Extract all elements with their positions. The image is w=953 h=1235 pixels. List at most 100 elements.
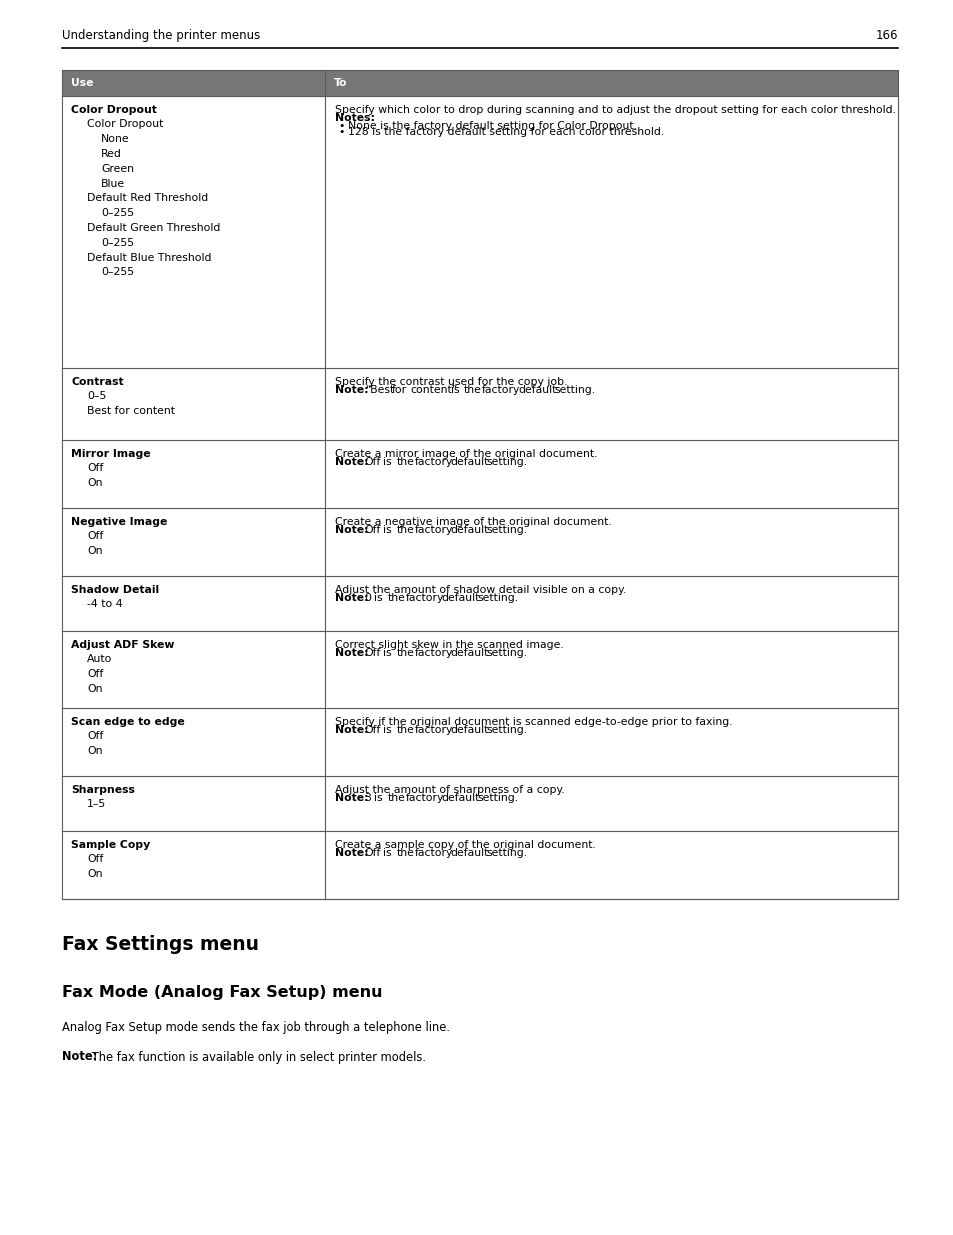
- Text: the: the: [395, 847, 414, 857]
- Text: 3: 3: [364, 793, 371, 803]
- Text: None: None: [101, 135, 130, 144]
- Text: setting.: setting.: [486, 647, 527, 658]
- Text: is: is: [382, 847, 391, 857]
- Text: Adjust ADF Skew: Adjust ADF Skew: [71, 640, 174, 650]
- Text: Notes:: Notes:: [335, 112, 375, 122]
- Text: Off: Off: [364, 847, 380, 857]
- Text: Understanding the printer menus: Understanding the printer menus: [62, 28, 260, 42]
- Text: Note:: Note:: [62, 1051, 97, 1063]
- Text: Default Blue Threshold: Default Blue Threshold: [87, 252, 212, 263]
- Text: setting.: setting.: [486, 847, 527, 857]
- Text: •: •: [338, 121, 344, 131]
- Text: To: To: [334, 78, 348, 88]
- Text: is: is: [382, 525, 391, 535]
- Text: Create a mirror image of the original document.: Create a mirror image of the original do…: [335, 448, 598, 458]
- Text: Note:: Note:: [335, 457, 369, 467]
- Text: Color Dropout: Color Dropout: [87, 120, 163, 130]
- Text: Scan edge to edge: Scan edge to edge: [71, 716, 185, 726]
- Text: the: the: [464, 384, 481, 395]
- Text: default: default: [517, 384, 557, 395]
- Text: Create a sample copy of the original document.: Create a sample copy of the original doc…: [335, 840, 596, 850]
- Text: -4 to 4: -4 to 4: [87, 599, 123, 609]
- Text: factory: factory: [414, 525, 453, 535]
- Text: Shadow Detail: Shadow Detail: [71, 584, 159, 594]
- Text: is: is: [382, 725, 391, 735]
- Text: is: is: [374, 793, 382, 803]
- Text: Note:: Note:: [335, 847, 369, 857]
- Text: Green: Green: [101, 164, 133, 174]
- Text: Note:: Note:: [335, 647, 369, 658]
- Text: Fax Settings menu: Fax Settings menu: [62, 935, 258, 953]
- Text: Off: Off: [364, 647, 380, 658]
- Text: Note:: Note:: [335, 525, 369, 535]
- Text: Note:: Note:: [335, 384, 369, 395]
- Text: “Best: “Best: [364, 384, 394, 395]
- Text: Correct slight skew in the scanned image.: Correct slight skew in the scanned image…: [335, 640, 563, 650]
- Text: Red: Red: [101, 149, 122, 159]
- Text: Specify which color to drop during scanning and to adjust the dropout setting fo: Specify which color to drop during scann…: [335, 105, 896, 115]
- Text: Color Dropout: Color Dropout: [71, 105, 156, 115]
- Text: is: is: [374, 593, 382, 603]
- Text: factory: factory: [414, 847, 453, 857]
- Text: factory: factory: [414, 647, 453, 658]
- Text: Specify if the original document is scanned edge-to-edge prior to faxing.: Specify if the original document is scan…: [335, 716, 732, 726]
- Text: On: On: [87, 478, 102, 488]
- Text: Sample Copy: Sample Copy: [71, 840, 150, 850]
- Text: default: default: [450, 647, 489, 658]
- Text: factory: factory: [482, 384, 520, 395]
- Text: 0–255: 0–255: [101, 267, 134, 278]
- Text: Blue: Blue: [101, 179, 125, 189]
- Text: Mirror Image: Mirror Image: [71, 448, 151, 458]
- Text: the: the: [395, 457, 414, 467]
- Text: Default Red Threshold: Default Red Threshold: [87, 194, 208, 204]
- Text: default: default: [441, 593, 479, 603]
- Text: default: default: [450, 457, 489, 467]
- Text: Sharpness: Sharpness: [71, 784, 134, 794]
- Text: the: the: [395, 647, 414, 658]
- Text: Use: Use: [71, 78, 93, 88]
- Text: setting.: setting.: [477, 793, 518, 803]
- Text: Contrast: Contrast: [71, 377, 124, 387]
- Text: Note:: Note:: [335, 593, 369, 603]
- Text: default: default: [450, 725, 489, 735]
- Text: Adjust the amount of sharpness of a copy.: Adjust the amount of sharpness of a copy…: [335, 784, 564, 794]
- Text: 0–5: 0–5: [87, 391, 107, 401]
- Text: 1–5: 1–5: [87, 799, 106, 809]
- Text: factory: factory: [405, 793, 443, 803]
- Text: setting.: setting.: [486, 525, 527, 535]
- Text: Off: Off: [87, 669, 103, 679]
- Text: the: the: [395, 525, 414, 535]
- Text: default: default: [441, 793, 479, 803]
- Text: Best for content: Best for content: [87, 406, 174, 416]
- Text: Fax Mode (Analog Fax Setup) menu: Fax Mode (Analog Fax Setup) menu: [62, 984, 382, 999]
- Text: On: On: [87, 546, 102, 556]
- Text: factory: factory: [414, 457, 453, 467]
- Text: is: is: [382, 457, 391, 467]
- Text: factory: factory: [405, 593, 443, 603]
- Text: Off: Off: [87, 855, 103, 864]
- Text: Auto: Auto: [87, 655, 112, 664]
- Text: Off: Off: [87, 531, 103, 541]
- Text: default: default: [450, 525, 489, 535]
- Text: 166: 166: [875, 28, 897, 42]
- Text: The fax function is available only in select printer models.: The fax function is available only in se…: [88, 1051, 426, 1063]
- Text: 128 is the factory default setting for each color threshold.: 128 is the factory default setting for e…: [348, 127, 664, 137]
- Text: Analog Fax Setup mode sends the fax job through a telephone line.: Analog Fax Setup mode sends the fax job …: [62, 1020, 450, 1034]
- Text: None is the factory default setting for Color Dropout.: None is the factory default setting for …: [348, 121, 637, 131]
- Text: is: is: [450, 384, 458, 395]
- Text: Off: Off: [87, 731, 103, 741]
- Text: the: the: [387, 593, 405, 603]
- Text: On: On: [87, 684, 102, 694]
- Text: 0: 0: [364, 593, 372, 603]
- Text: Off: Off: [87, 463, 103, 473]
- Text: Off: Off: [364, 457, 380, 467]
- Text: •: •: [338, 127, 344, 137]
- Bar: [62, 70, 897, 95]
- Text: setting.: setting.: [486, 457, 527, 467]
- Text: On: On: [87, 746, 102, 756]
- Text: setting.: setting.: [554, 384, 596, 395]
- Text: 0–255: 0–255: [101, 209, 134, 219]
- Text: setting.: setting.: [477, 593, 518, 603]
- Text: Default Green Threshold: Default Green Threshold: [87, 222, 220, 233]
- Text: Note:: Note:: [335, 793, 369, 803]
